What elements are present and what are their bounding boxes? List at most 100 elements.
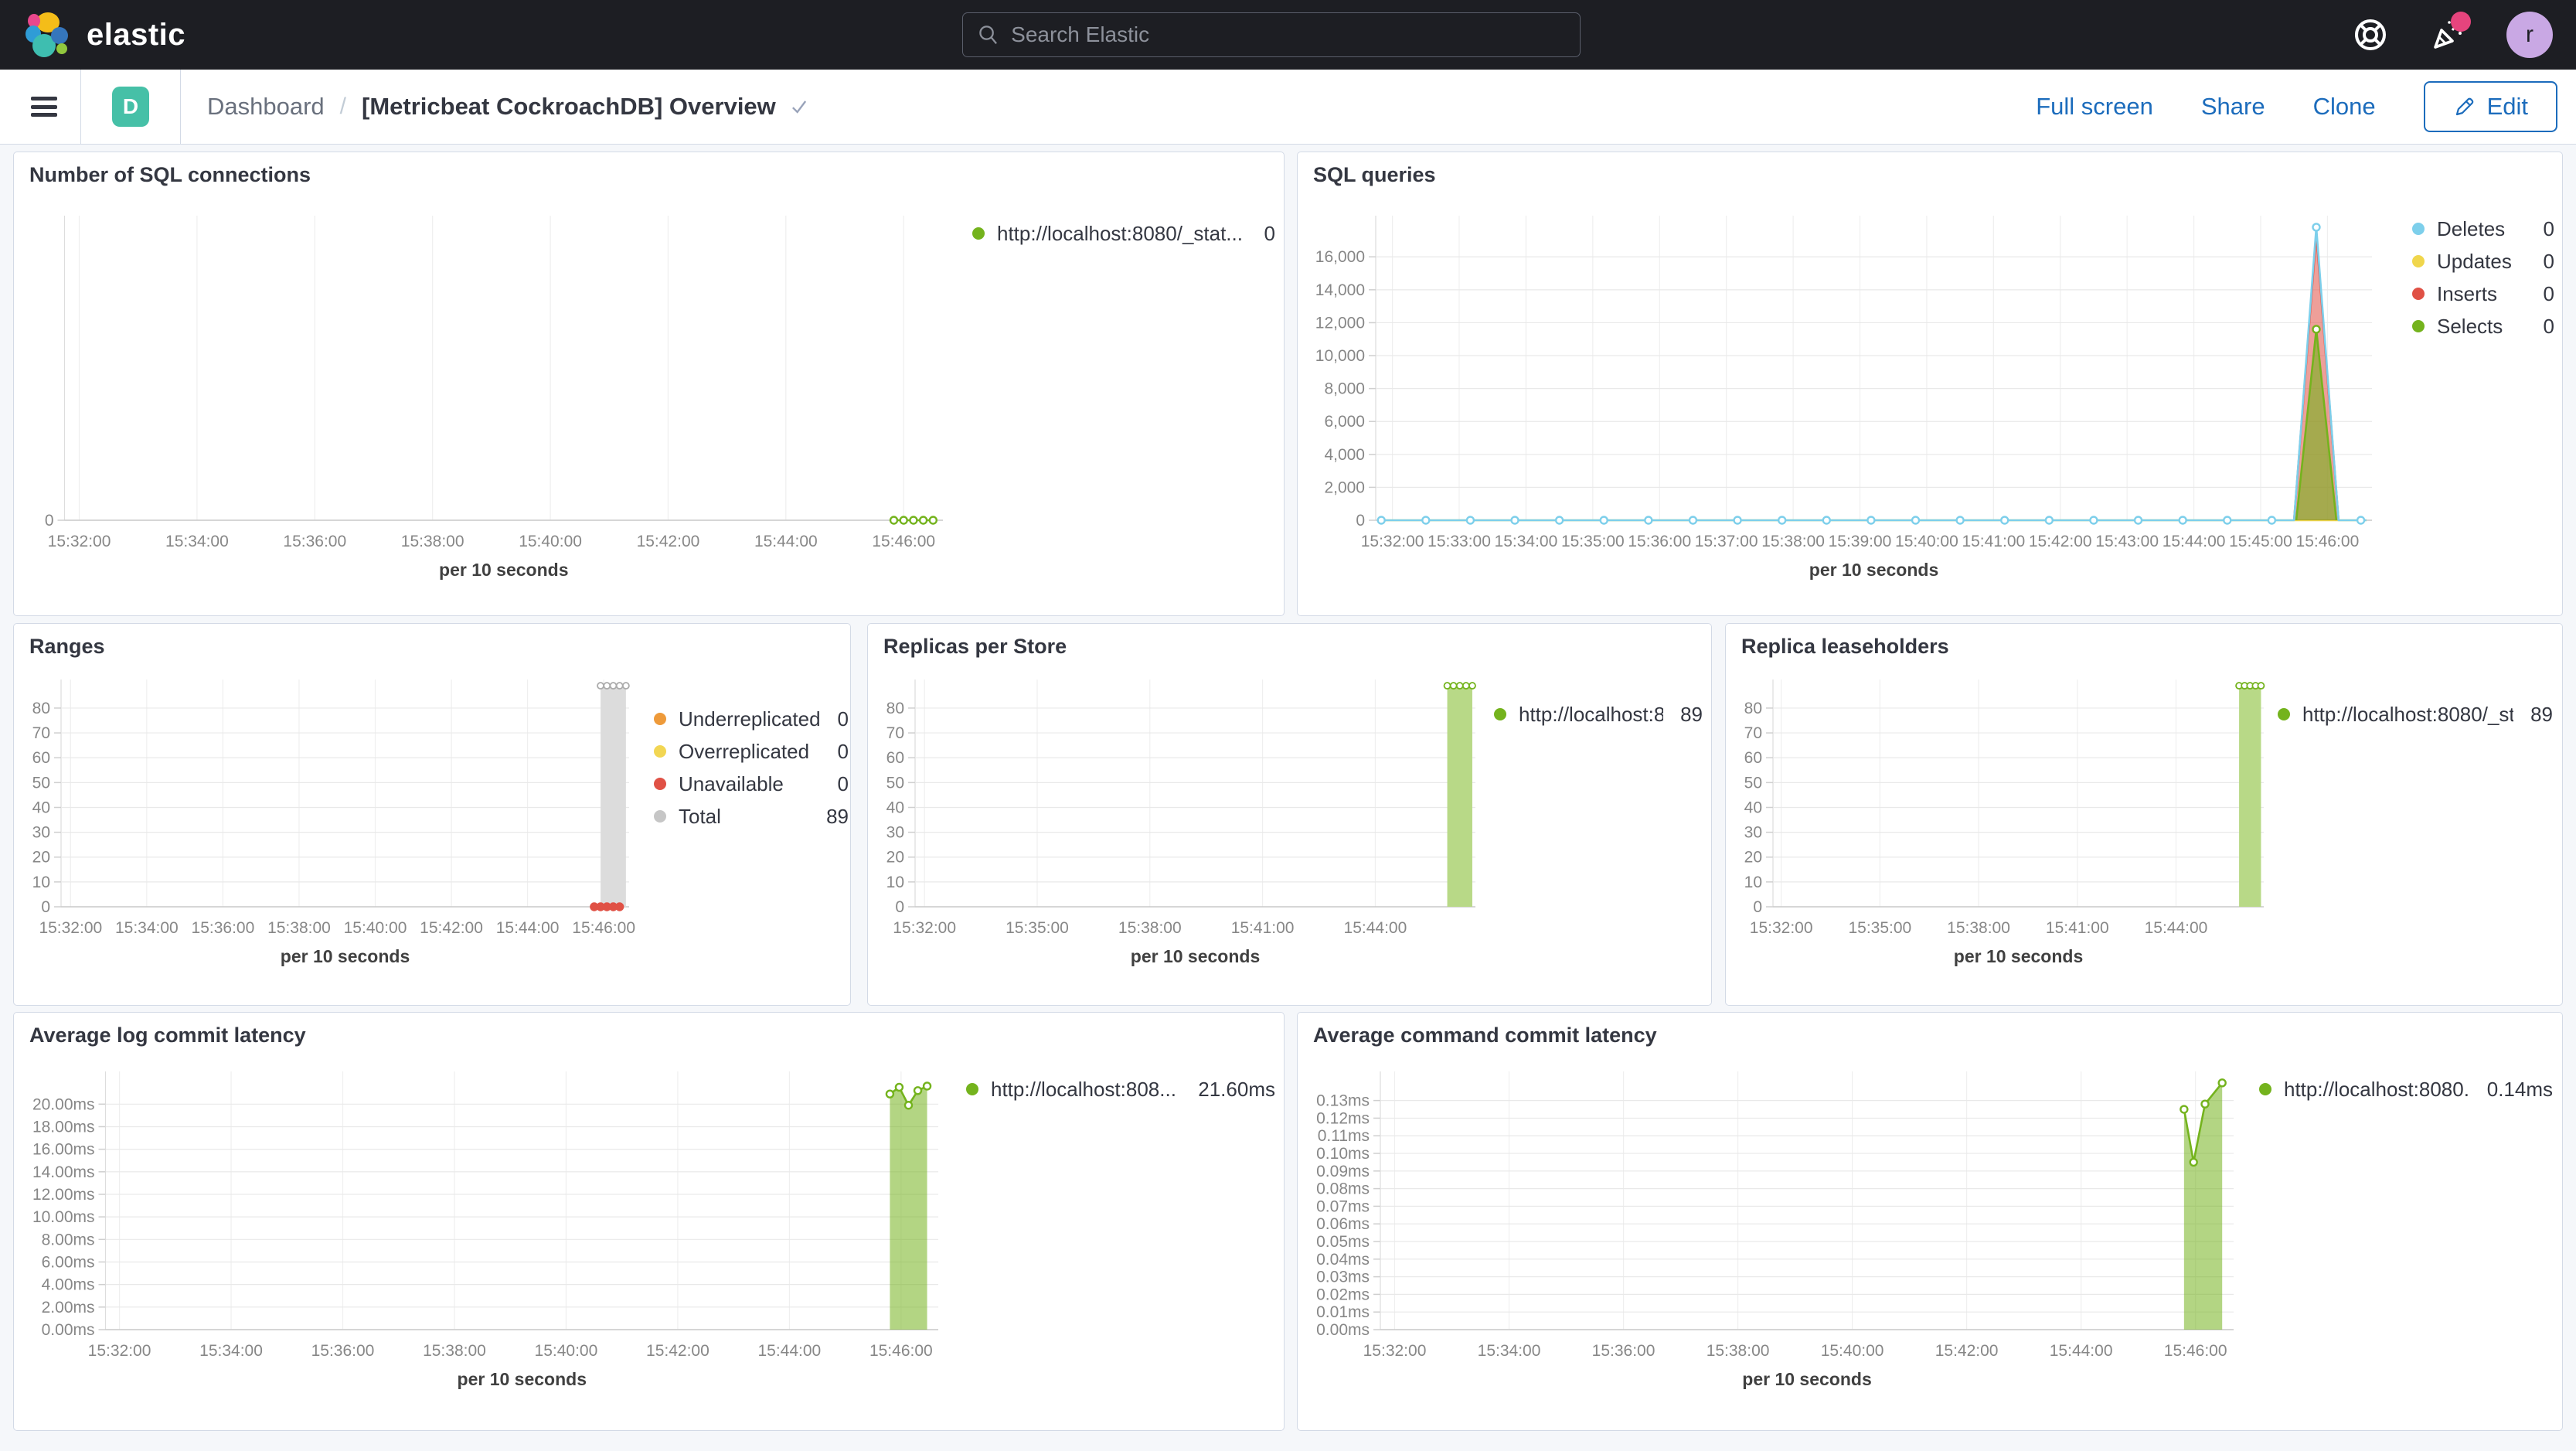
legend-color-dot (2412, 255, 2425, 267)
breadcrumb-dashboard-link[interactable]: Dashboard (207, 93, 325, 120)
dashboard-app-badge[interactable]: D (112, 87, 149, 127)
svg-text:80: 80 (886, 700, 904, 717)
chart-svg: 0 15:32:00 15:34:00 15:36:00 15:38:00 15:40:0… (45, 216, 943, 580)
chart-svg: 0 2,000 4,000 6,000 8,000 10,000 12,000 14,000 1… (1315, 216, 2372, 580)
svg-text:15:36:00: 15:36:00 (283, 533, 346, 550)
chart-legend: http://localhost:8080/_sta... 89 (1494, 698, 1703, 731)
chart-svg: 0 10 20 30 40 50 60 70 80 15:32:00 15:35:00 15:38:0… (1744, 680, 2265, 966)
elastic-logo-icon (26, 12, 68, 57)
legend-value: 89 (826, 804, 849, 828)
legend-label: Updates (2437, 249, 2512, 273)
svg-text:8.00ms: 8.00ms (42, 1231, 95, 1248)
breadcrumb-separator: / (339, 94, 346, 119)
legend-item[interactable]: Updates 0 (2412, 245, 2554, 278)
legend-value: 0 (2543, 249, 2554, 273)
replicas-per-store-chart[interactable]: 0 10 20 30 40 50 60 70 80 15:32:00 15:35:00 15:38:0… (879, 670, 1489, 972)
legend-value: 0 (837, 739, 849, 763)
svg-text:10: 10 (886, 874, 904, 891)
legend-value: 89 (1680, 702, 1703, 726)
panel-average-log-commit-latency: Average log commit latency 0.00ms 2.00ms 4… (13, 1012, 1285, 1431)
edit-button[interactable]: Edit (2423, 81, 2557, 132)
legend-label: Underreplicated (679, 707, 821, 731)
svg-text:0.02ms: 0.02ms (1316, 1286, 1370, 1303)
svg-text:0.09ms: 0.09ms (1316, 1163, 1370, 1180)
divider (80, 69, 81, 145)
svg-text:15:42:00: 15:42:00 (637, 533, 700, 550)
legend-label: Deletes (2437, 216, 2506, 240)
replica-leaseholders-chart[interactable]: 0 10 20 30 40 50 60 70 80 15:32:00 15:35:00 15:38:0… (1737, 670, 2278, 972)
svg-text:15:38:00: 15:38:00 (1761, 533, 1825, 550)
legend-item[interactable]: http://localhost:8080... 0.14ms (2259, 1073, 2553, 1105)
sql-queries-chart[interactable]: 0 2,000 4,000 6,000 8,000 10,000 12,000 14,000 1… (1304, 206, 2386, 585)
legend-value: 0 (1264, 221, 1275, 245)
legend-item[interactable]: Unavailable 0 (654, 768, 849, 800)
svg-text:per 10 seconds: per 10 seconds (1742, 1369, 1871, 1389)
svg-text:15:46:00: 15:46:00 (2296, 533, 2360, 550)
svg-text:15:35:00: 15:35:00 (1561, 533, 1625, 550)
global-search[interactable] (962, 12, 1581, 57)
svg-text:15:34:00: 15:34:00 (1495, 533, 1558, 550)
legend-color-dot (654, 745, 666, 758)
svg-text:0: 0 (895, 898, 904, 916)
elastic-logo[interactable]: elastic (0, 10, 433, 60)
sql-connections-chart[interactable]: 0 15:32:00 15:34:00 15:36:00 15:38:00 15:40:0… (37, 206, 957, 585)
svg-text:10,000: 10,000 (1315, 347, 1365, 365)
avg-log-commit-latency-chart[interactable]: 0.00ms 2.00ms 4.00ms 6.00ms 8.00ms 10.00ms 12.… (25, 1062, 952, 1395)
svg-text:15:43:00: 15:43:00 (2095, 533, 2159, 550)
legend-item[interactable]: Deletes 0 (2412, 213, 2554, 245)
svg-text:10: 10 (32, 874, 50, 891)
avg-command-commit-latency-chart[interactable]: 0.00ms 0.01ms 0.02ms 0.03ms 0.04ms 0.05ms 0.06… (1308, 1062, 2248, 1395)
legend-value: 89 (2530, 702, 2553, 726)
svg-text:0.08ms: 0.08ms (1316, 1180, 1370, 1198)
search-input[interactable] (1011, 22, 1566, 47)
clone-button[interactable]: Clone (2312, 93, 2376, 120)
legend-item[interactable]: http://localhost:8080/_stat... 0 (972, 217, 1275, 250)
news-feed-button[interactable] (2429, 12, 2471, 53)
full-screen-button[interactable]: Full screen (2036, 93, 2153, 120)
svg-text:15:40:00: 15:40:00 (344, 919, 407, 937)
svg-text:0.12ms: 0.12ms (1316, 1109, 1370, 1127)
help-button[interactable] (2352, 16, 2389, 53)
panel-title: Number of SQL connections (29, 163, 311, 186)
svg-text:15:36:00: 15:36:00 (192, 919, 255, 937)
legend-item[interactable]: http://localhost:808... 21.60ms (966, 1073, 1275, 1105)
svg-text:6,000: 6,000 (1324, 413, 1365, 431)
user-avatar[interactable]: r (2506, 12, 2553, 58)
ranges-chart[interactable]: 0 10 20 30 40 50 60 70 80 15:32:00 15:34:00 15:36:0… (25, 670, 643, 972)
legend-item[interactable]: Selects 0 (2412, 310, 2554, 342)
svg-text:0: 0 (1356, 512, 1365, 530)
svg-text:15:34:00: 15:34:00 (115, 919, 179, 937)
svg-text:16,000: 16,000 (1315, 248, 1365, 266)
svg-text:15:42:00: 15:42:00 (1935, 1342, 1999, 1360)
legend-label: http://localhost:8080/_sta... (1519, 702, 1664, 726)
breadcrumb: Dashboard / [Metricbeat CockroachDB] Ove… (207, 93, 810, 121)
svg-text:12.00ms: 12.00ms (32, 1186, 95, 1204)
svg-text:14,000: 14,000 (1315, 281, 1365, 299)
svg-text:8,000: 8,000 (1324, 380, 1365, 398)
legend-item[interactable]: http://localhost:8080/_sta... 89 (1494, 698, 1703, 731)
svg-text:70: 70 (886, 724, 904, 742)
legend-color-dot (2278, 708, 2290, 720)
svg-text:50: 50 (886, 774, 904, 792)
legend-label: Overreplicated (679, 739, 810, 763)
legend-item[interactable]: Total 89 (654, 800, 849, 833)
svg-text:30: 30 (32, 824, 50, 842)
svg-text:60: 60 (1744, 749, 1762, 767)
legend-item[interactable]: Inserts 0 (2412, 278, 2554, 310)
legend-item[interactable]: Overreplicated 0 (654, 735, 849, 768)
svg-text:15:44:00: 15:44:00 (2145, 919, 2208, 937)
share-button[interactable]: Share (2200, 93, 2265, 120)
panel-average-command-commit-latency: Average command commit latency 0.00ms 0.0… (1297, 1012, 2563, 1431)
svg-text:per 10 seconds: per 10 seconds (458, 1369, 587, 1389)
svg-text:12,000: 12,000 (1315, 314, 1365, 332)
svg-text:80: 80 (1744, 700, 1762, 717)
legend-value: 0 (2543, 281, 2554, 305)
menu-icon[interactable] (31, 97, 57, 117)
svg-text:15:35:00: 15:35:00 (1006, 919, 1069, 937)
svg-text:15:32:00: 15:32:00 (88, 1342, 151, 1360)
svg-text:15:32:00: 15:32:00 (893, 919, 956, 937)
svg-text:15:37:00: 15:37:00 (1695, 533, 1758, 550)
legend-item[interactable]: http://localhost:8080/_sta... 89 (2278, 698, 2553, 731)
svg-text:80: 80 (32, 700, 50, 717)
legend-item[interactable]: Underreplicated 0 (654, 703, 849, 735)
